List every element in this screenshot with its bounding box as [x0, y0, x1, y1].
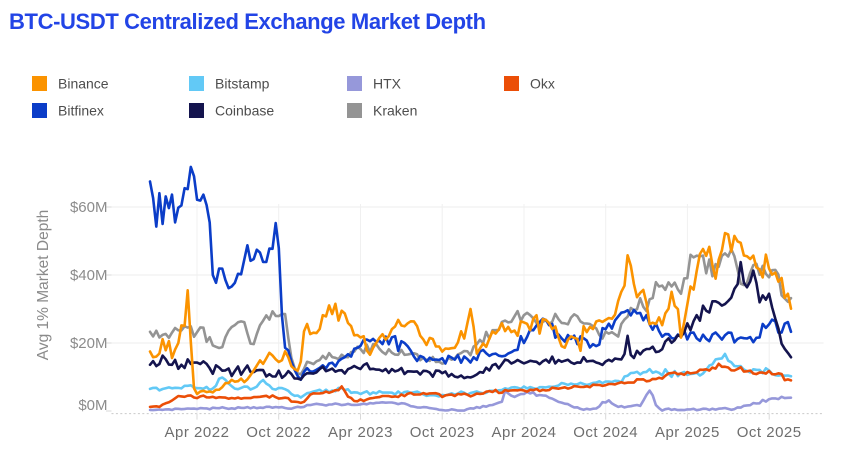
svg-text:Bitfinex: Bitfinex: [58, 103, 104, 119]
svg-text:Oct 2023: Oct 2023: [410, 424, 475, 441]
svg-text:Oct 2025: Oct 2025: [737, 424, 802, 441]
svg-text:$40M: $40M: [70, 267, 108, 284]
svg-text:Avg 1% Market Depth: Avg 1% Market Depth: [35, 210, 52, 360]
svg-text:Apr 2023: Apr 2023: [328, 424, 393, 441]
svg-text:Coinbase: Coinbase: [215, 103, 274, 119]
svg-text:Okx: Okx: [530, 76, 555, 92]
svg-text:BTC-USDT Centralized Exchange: BTC-USDT Centralized Exchange Market Dep…: [9, 9, 486, 34]
svg-text:Oct 2024: Oct 2024: [573, 424, 638, 441]
svg-text:Apr 2022: Apr 2022: [165, 424, 230, 441]
svg-text:HTX: HTX: [373, 76, 402, 92]
svg-text:Binance: Binance: [58, 76, 109, 92]
svg-text:Bitstamp: Bitstamp: [215, 76, 270, 92]
svg-text:$20M: $20M: [70, 335, 108, 352]
svg-text:Apr 2025: Apr 2025: [655, 424, 720, 441]
svg-text:$60M: $60M: [70, 199, 108, 216]
svg-text:Oct 2022: Oct 2022: [246, 424, 311, 441]
svg-text:Kraken: Kraken: [373, 103, 417, 119]
svg-text:$0M: $0M: [78, 397, 107, 414]
svg-text:Apr 2024: Apr 2024: [492, 424, 557, 441]
